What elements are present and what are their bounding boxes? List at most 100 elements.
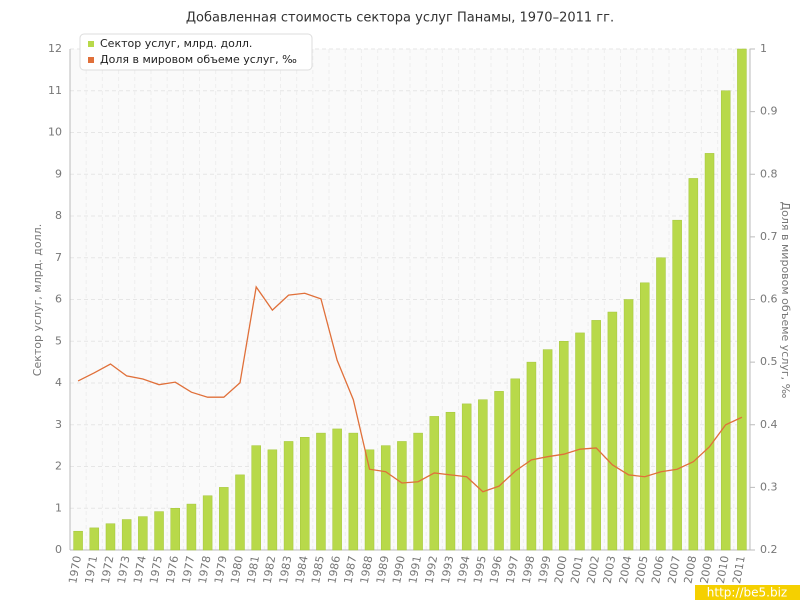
bar (348, 432, 359, 551)
bar (283, 441, 294, 551)
bar (380, 445, 391, 551)
bar (720, 90, 731, 551)
x-tick-label: 1999 (536, 555, 554, 585)
bar (494, 391, 504, 551)
chart-title: Добавленная стоимость сектора услуг Пана… (186, 11, 614, 26)
x-tick-label: 1974 (131, 555, 149, 585)
x-tick-label: 1997 (503, 555, 521, 585)
legend-box (79, 33, 313, 71)
y-tick-label: 11 (48, 84, 62, 97)
y-tick-label: 7 (55, 251, 62, 264)
y-tick-label: 0 (55, 543, 62, 556)
x-tick-label: 1984 (293, 555, 311, 585)
y2-tick-label: 1 (760, 42, 767, 55)
x-tick-label: 1971 (83, 555, 101, 585)
bar (300, 437, 310, 551)
x-tick-label: 1973 (115, 555, 133, 585)
y-tick-label: 3 (55, 418, 62, 431)
x-tick-label: 1985 (309, 555, 327, 585)
bar (737, 48, 747, 551)
x-tick-label: 2011 (730, 555, 748, 585)
x-tick-label: 2006 (649, 555, 667, 585)
bar (267, 449, 278, 551)
bar (219, 487, 229, 551)
x-tick-label: 2008 (682, 555, 700, 585)
x-tick-label: 1991 (406, 555, 424, 585)
x-tick-label: 1990 (390, 555, 408, 585)
line (77, 285, 743, 493)
x-tick-label: 1978 (196, 555, 214, 585)
bar (640, 282, 650, 551)
x-tick-label: 1998 (520, 555, 538, 585)
watermark-bg (695, 585, 800, 600)
bar (526, 361, 537, 551)
x-tick-label: 1970 (66, 555, 84, 585)
bar (202, 495, 213, 551)
bar (332, 428, 342, 551)
y2-tick-label: 0.6 (760, 293, 778, 306)
x-tick-label: 1987 (342, 555, 360, 585)
y2-tick-label: 0.2 (760, 543, 778, 556)
y2-tick-label: 0.5 (760, 355, 778, 368)
x-tick-label: 2001 (568, 555, 586, 585)
y2-tick-label: 0.7 (760, 230, 778, 243)
bar (251, 445, 261, 551)
bar (121, 519, 132, 551)
bar (607, 311, 618, 551)
x-tick-label: 1992 (423, 555, 441, 585)
y-tick-label: 4 (55, 376, 62, 389)
bar (154, 511, 164, 551)
legend-marker (88, 41, 94, 47)
bar (397, 441, 407, 551)
x-tick-label: 2009 (698, 555, 716, 585)
y2-tick-label: 0.4 (760, 418, 778, 431)
x-tick-label: 1986 (325, 555, 343, 585)
x-tick-label: 1995 (471, 555, 489, 585)
y-tick-label: 1 (55, 501, 62, 514)
bar (364, 449, 375, 551)
y-tick-label: 2 (55, 460, 62, 473)
y-tick-label: 10 (48, 126, 62, 139)
y2-axis-title: Доля в мировом объеме услуг, ‰ (779, 202, 792, 399)
x-tick-label: 1972 (99, 555, 117, 585)
y2-tick-label: 0.3 (760, 480, 778, 493)
bar (575, 332, 585, 551)
x-tick-label: 1994 (455, 555, 473, 585)
x-tick-label: 1980 (228, 555, 246, 585)
x-tick-label: 2002 (584, 555, 602, 585)
watermark: http://be5.biz (707, 586, 787, 600)
bar (623, 299, 634, 551)
x-tick-label: 2003 (601, 555, 619, 585)
legend-marker (88, 57, 94, 63)
x-tick-label: 1976 (163, 555, 181, 585)
x-tick-label: 2000 (552, 555, 570, 585)
y-tick-label: 6 (55, 293, 62, 306)
x-tick-label: 1977 (180, 555, 198, 585)
x-tick-label: 2010 (714, 555, 732, 585)
x-tick-label: 2004 (617, 555, 635, 585)
x-tick-label: 1975 (147, 555, 165, 585)
y-tick-label: 12 (48, 42, 62, 55)
bar (429, 416, 440, 551)
x-tick-label: 1979 (212, 555, 230, 585)
bar (478, 399, 488, 551)
y-tick-label: 5 (55, 334, 62, 347)
bar (656, 257, 666, 551)
bar (89, 527, 100, 551)
bar (591, 320, 601, 551)
bar (73, 530, 83, 551)
bar (105, 523, 116, 551)
bar (316, 432, 326, 551)
bar (559, 341, 569, 551)
bar (186, 503, 197, 551)
y-tick-label: 9 (55, 167, 62, 180)
x-tick-label: 1989 (374, 555, 392, 585)
x-tick-label: 1993 (439, 555, 457, 585)
bar (235, 474, 245, 551)
legend-label: Сектор услуг, млрд. долл. (100, 37, 252, 50)
bar (510, 378, 520, 551)
bar (704, 153, 715, 551)
x-tick-label: 2005 (633, 555, 651, 585)
bar (672, 219, 682, 551)
